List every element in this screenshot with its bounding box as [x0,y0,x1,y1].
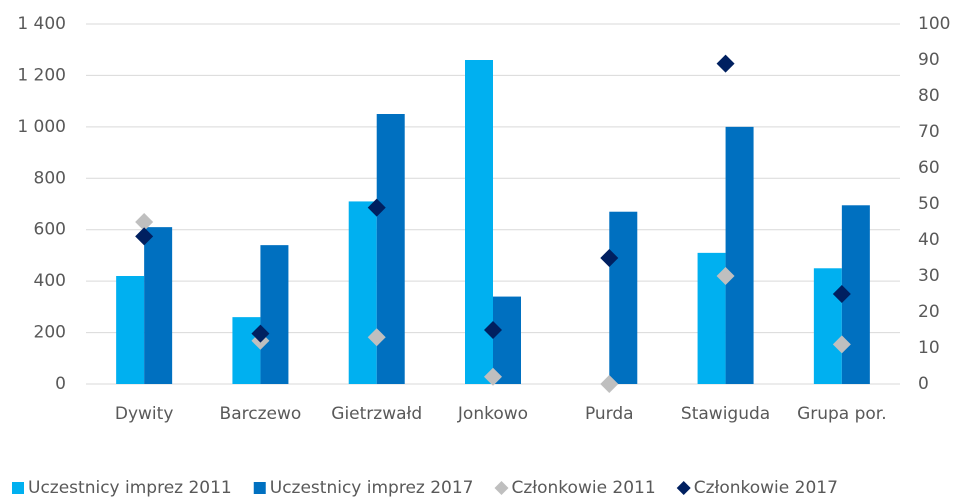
diamond-marker [367,328,386,347]
legend-label: Członkowie 2011 [512,478,656,498]
diamond-marker [367,198,386,217]
bar [116,276,145,384]
legend-label: Uczestnicy imprez 2017 [270,478,474,498]
y2-tick-label: 30 [918,266,940,286]
legend-swatch [253,482,266,494]
diamond-marker [832,285,851,303]
diamond-marker [135,227,154,246]
bar [725,126,754,384]
diamond-marker [600,375,619,393]
y2-tick-label: 10 [918,338,940,358]
y-tick-label: 1 000 [17,117,66,137]
diamond-marker [484,321,502,339]
x-tick-label: Gietrzwałd [331,404,422,424]
diamond-marker [832,335,851,354]
x-tick-label: Jonkowo [457,404,528,424]
bar [609,211,638,384]
y2-tick-label: 70 [918,122,940,142]
y2-tick-label: 80 [918,86,940,106]
y-tick-label: 0 [55,374,66,394]
y2-tick-label: 20 [918,302,940,322]
legend-swatch [12,482,24,494]
y2-tick-label: 0 [918,374,929,394]
legend-swatch [494,481,509,495]
x-tick-label: Grupa por. [797,404,887,424]
y-tick-label: 400 [34,271,66,291]
y2-tick-label: 50 [918,194,940,214]
bar [348,201,377,384]
bar [260,245,289,384]
bar [376,114,405,384]
diamond-marker [135,213,154,231]
bar [144,227,173,384]
bar [232,317,261,384]
y-tick-label: 800 [34,168,66,188]
legend-label: Członkowie 2017 [694,478,838,498]
y2-tick-label: 60 [918,158,940,178]
y2-tick-label: 40 [918,230,940,250]
diamond-marker [251,324,270,343]
legend-swatch [676,481,691,495]
diamond-marker [716,54,735,73]
y-tick-label: 600 [34,220,66,240]
diamond-marker [716,267,735,285]
diamond-marker [600,249,619,267]
y2-tick-label: 90 [918,50,940,70]
y-tick-label: 200 [34,323,66,343]
x-tick-label: Dywity [115,404,174,424]
y-tick-label: 1 400 [17,14,66,34]
legend-label: Uczestnicy imprez 2011 [28,478,232,498]
bar [813,268,842,384]
bar [465,60,493,384]
bar [493,296,521,384]
y2-tick-label: 100 [918,14,950,34]
y-tick-label: 1 200 [17,65,66,85]
x-tick-label: Stawiguda [681,404,770,424]
diamond-marker [484,367,502,386]
x-tick-label: Barczewo [220,404,302,424]
x-tick-label: Purda [585,404,634,424]
